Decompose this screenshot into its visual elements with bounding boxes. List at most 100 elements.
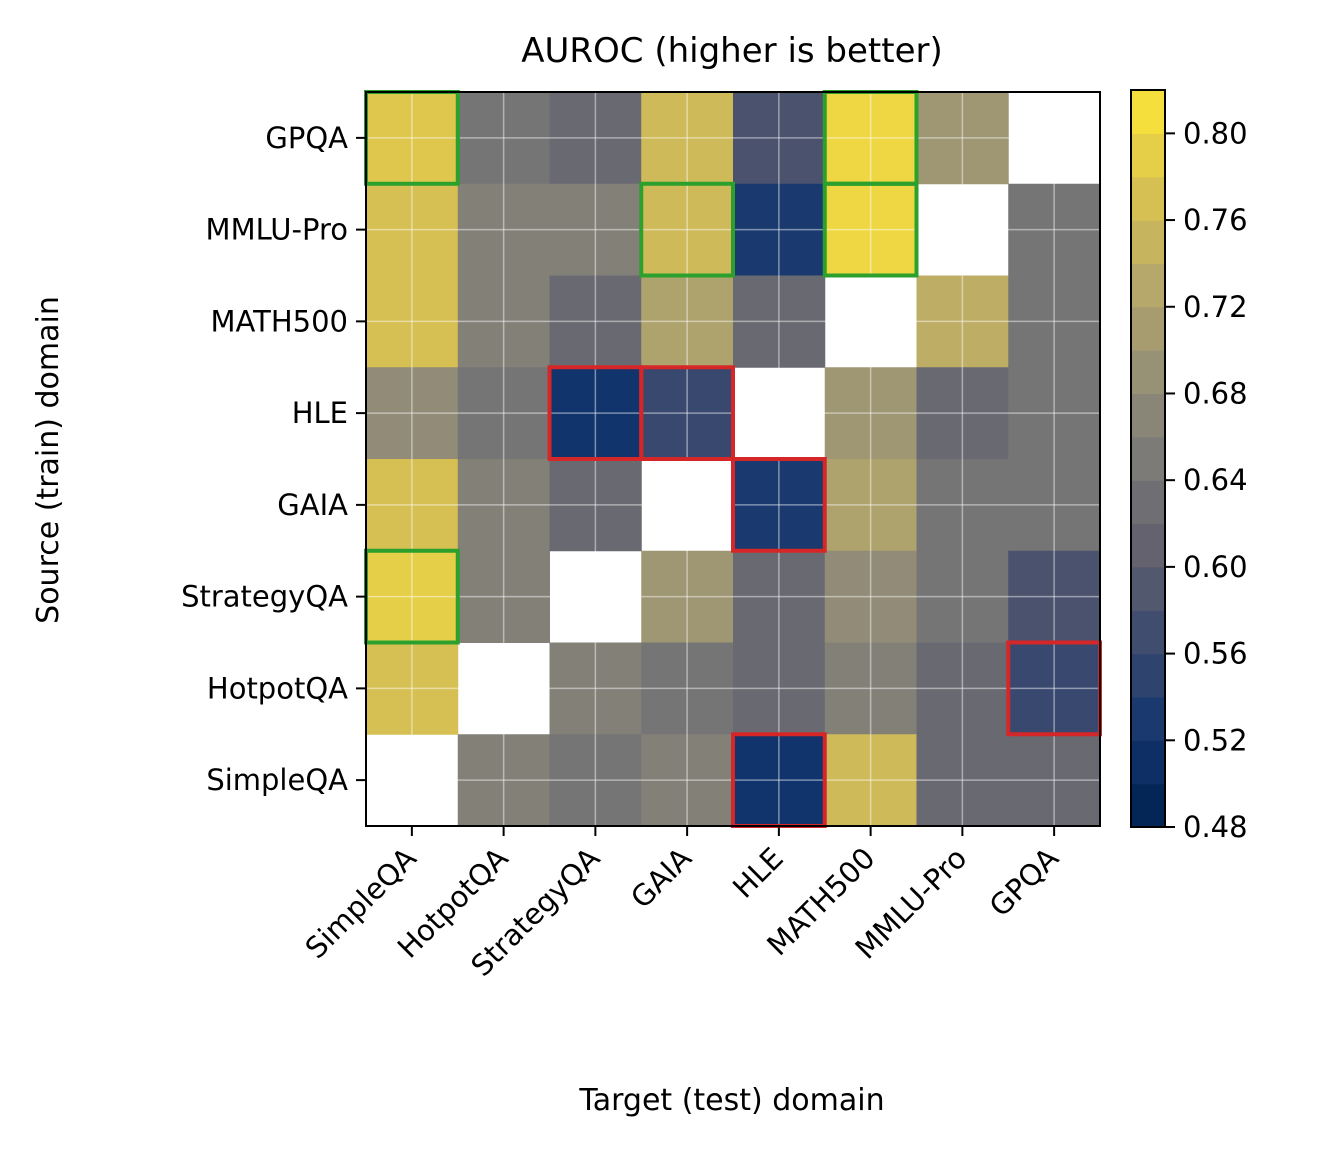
heatmap-cells (366, 92, 1101, 827)
colorbar-segment (1131, 436, 1165, 481)
plot-frame (365, 91, 1101, 827)
colorbar-tick-label: 0.80 (1183, 116, 1248, 150)
y-tick-label: HLE (292, 396, 348, 430)
heatmap-cell (824, 183, 917, 276)
heatmap-cell (916, 734, 1009, 827)
heatmap-cell (916, 459, 1009, 552)
y-tick-label: HotpotQA (207, 671, 348, 705)
heatmap-cell (824, 367, 917, 460)
colorbar-segment (1131, 263, 1165, 308)
x-tick-label: HLE (726, 841, 790, 905)
y-axis-label: Source (train) domain (31, 296, 66, 624)
heatmap-cell (549, 92, 642, 185)
heatmap-cell (916, 642, 1009, 735)
colorbar-segment (1131, 480, 1165, 525)
y-tick-label: MATH500 (211, 304, 348, 338)
heatmap-cell (733, 459, 826, 552)
heatmap-cell (733, 734, 826, 827)
heatmap-cell (1008, 183, 1101, 276)
heatmap-cell (1008, 367, 1101, 460)
y-axis-ticks: GPQA MMLU-Pro MATH500 HLE GAIA StrategyQA Hotp… (181, 121, 366, 797)
colorbar-segment (1131, 523, 1165, 568)
heatmap-cell (366, 275, 459, 368)
colorbar-tick-label: 0.60 (1183, 550, 1248, 584)
y-tick-label: GAIA (277, 488, 348, 522)
heatmap-cell (457, 734, 550, 827)
heatmap-cell (641, 92, 734, 185)
colorbar-tick-label: 0.76 (1183, 203, 1248, 237)
colorbar-frame (1130, 89, 1166, 828)
colorbar-segment (1131, 220, 1165, 265)
y-tick-label: SimpleQA (206, 763, 348, 797)
colorbar-tick-label: 0.72 (1183, 290, 1248, 324)
heatmap-cell (1008, 550, 1101, 643)
colorbar-segment (1131, 350, 1165, 395)
colorbar-segment (1131, 696, 1165, 741)
heatmap-cell (366, 367, 459, 460)
best-highlight-box (822, 181, 919, 278)
heatmap-cell (549, 367, 642, 460)
heatmap-cell (916, 92, 1009, 185)
heatmap-cell (733, 275, 826, 368)
heatmap-cell (549, 275, 642, 368)
worst-highlight-box (731, 457, 827, 553)
heatmap-cell (733, 642, 826, 735)
colorbar-segment (1131, 783, 1165, 828)
heatmap-cell (1008, 459, 1101, 552)
colorbar-segment (1131, 566, 1165, 611)
heatmap-cell (549, 183, 642, 276)
y-tick-label: MMLU-Pro (206, 213, 348, 247)
heatmap-cell (457, 92, 550, 185)
heatmap-cell (641, 183, 734, 276)
heatmap-cell (916, 275, 1009, 368)
colorbar-segment (1131, 306, 1165, 351)
colorbar-tick-label: 0.68 (1183, 376, 1248, 410)
worst-highlight-box (639, 365, 735, 461)
heatmap-cell (549, 459, 642, 552)
colorbar-segment (1131, 90, 1165, 134)
heatmap-cell (824, 642, 917, 735)
heatmap-cell (1008, 734, 1101, 827)
best-highlight-box (639, 181, 735, 278)
x-tick-label: GPQA (983, 841, 1066, 924)
heatmap-cell (641, 275, 734, 368)
heatmap-cell (549, 734, 642, 827)
x-tick-label: GAIA (624, 841, 698, 915)
colorbar-segment (1131, 176, 1165, 221)
y-tick-label: GPQA (265, 121, 348, 155)
colorbar-tick-label: 0.48 (1183, 810, 1248, 844)
colorbar-tick-label: 0.56 (1183, 637, 1248, 671)
heatmap-cell (916, 367, 1009, 460)
heatmap-cell (733, 183, 826, 276)
heatmap-cell (366, 550, 459, 643)
heatmap-cell (916, 550, 1009, 643)
x-axis-label: Target (test) domain (578, 1083, 884, 1118)
y-tick-label: StrategyQA (181, 580, 348, 614)
colorbar-tick-label: 0.64 (1183, 463, 1248, 497)
heatmap-cell (457, 275, 550, 368)
heatmap-cell (457, 367, 550, 460)
heatmap-cell (1008, 642, 1101, 735)
heatmap-cell (366, 92, 459, 185)
heatmap-cell (733, 550, 826, 643)
heatmap-cell (641, 550, 734, 643)
colorbar-segment (1131, 740, 1165, 785)
heatmap-cell (641, 367, 734, 460)
heatmap-cell (366, 183, 459, 276)
heatmap-cell (366, 642, 459, 735)
colorbar-segment (1131, 653, 1165, 698)
colorbar-segment (1131, 133, 1165, 178)
heatmap-cell (457, 459, 550, 552)
heatmap-cell (457, 550, 550, 643)
heatmap-cell (457, 183, 550, 276)
heatmap-cell (1008, 275, 1101, 368)
heatmap-cell (824, 550, 917, 643)
chart-title: AUROC (higher is better) (521, 31, 942, 71)
heatmap-cell (733, 92, 826, 185)
colorbar: 0.48 0.52 0.56 0.60 0.64 0.68 0.72 0.76 0.80 (1130, 89, 1248, 844)
colorbar-segment (1131, 610, 1165, 655)
heatmap-cell (824, 459, 917, 552)
heatmap-cell (549, 642, 642, 735)
